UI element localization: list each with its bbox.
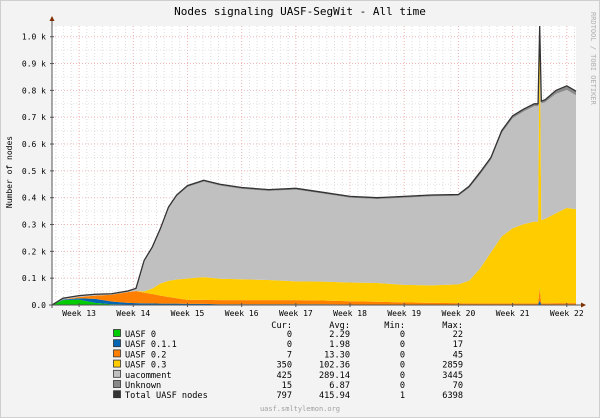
legend-min: 0 [400, 350, 405, 360]
legend-swatch [113, 369, 121, 378]
x-tick-label: Week 14 [116, 309, 150, 318]
x-tick-label: Week 19 [387, 309, 421, 318]
legend-cur: 350 [276, 361, 292, 371]
legend-min: 0 [400, 381, 405, 391]
legend-min: 1 [400, 391, 405, 401]
rrdtool-credit: RRDTOOL / TOBI OETIKER [589, 12, 597, 106]
x-tick-label: Week 18 [333, 309, 367, 318]
legend-swatch [113, 339, 121, 348]
legend-header-avg: Avg: [329, 321, 350, 331]
legend-max: 6398 [442, 391, 463, 401]
legend-max: 3445 [442, 371, 463, 381]
x-tick-label: Week 15 [171, 309, 205, 318]
y-tick-labels: 0.0 0.1 k 0.2 k 0.3 k 0.4 k 0.5 k 0.6 k 0.7 k 0.… [22, 33, 46, 310]
legend: Cur: Avg: Min: Max: UASF 0 0 2.29 0 22 UASF 0… [113, 321, 463, 401]
legend-swatch [113, 349, 121, 358]
legend-max: 2859 [442, 361, 463, 371]
y-tick-label: 0.9 k [22, 60, 46, 69]
y-tick-label: 0.7 k [22, 113, 46, 122]
area-uasf-0 [52, 299, 576, 305]
legend-avg: 2.29 [329, 330, 350, 340]
y-tick-label: 0.0 [32, 301, 47, 310]
legend-name: UASF 0.1.1 [125, 340, 177, 350]
y-tick-label: 0.4 k [22, 194, 46, 203]
area-uasf-0-2 [52, 288, 576, 305]
legend-avg: 1.98 [329, 340, 350, 350]
legend-max: 70 [453, 381, 463, 391]
legend-min: 0 [400, 340, 405, 350]
y-tick-label: 1.0 k [22, 33, 46, 42]
legend-name: UASF 0 [125, 330, 156, 340]
legend-max: 45 [453, 350, 463, 360]
legend-min: 0 [400, 371, 405, 381]
legend-cur: 425 [276, 371, 292, 381]
line-total-uasf-nodes [51, 25, 577, 306]
legend-header-cur: Cur: [271, 321, 292, 331]
x-axis-arrow [581, 302, 586, 308]
x-tick-label: Week 17 [279, 309, 313, 318]
legend-name: Unknown [125, 381, 161, 391]
legend-cur: 15 [282, 381, 292, 391]
stacked-areas [51, 25, 577, 306]
area-uacomment [52, 26, 576, 305]
x-tick-labels: Week 13 Week 14 Week 15 Week 16 Week 17 Week … [62, 309, 584, 318]
legend-name: Total UASF nodes [125, 391, 208, 401]
legend-header-min: Min: [384, 321, 405, 331]
y-axis-label: Number of nodes [5, 136, 14, 208]
x-tick-label: Week 16 [225, 309, 259, 318]
legend-cur: 0 [287, 340, 292, 350]
chart-footer: uasf.smltylemon.org [260, 405, 340, 413]
legend-max: 22 [453, 330, 463, 340]
axes [49, 16, 586, 308]
legend-name: UASF 0.3 [125, 361, 166, 371]
y-axis-arrow [49, 16, 55, 21]
y-tick-label: 0.1 k [22, 274, 46, 283]
legend-name: uacomment [125, 371, 172, 381]
legend-min: 0 [400, 361, 405, 371]
legend-min: 0 [400, 330, 405, 340]
x-tick-label: Week 13 [62, 309, 96, 318]
legend-avg: 415.94 [319, 391, 350, 401]
x-tick-label: Week 22 [550, 309, 584, 318]
x-tick-label: Week 20 [442, 309, 476, 318]
x-tick-label: Week 21 [496, 309, 530, 318]
legend-swatch [113, 359, 121, 368]
y-tick-label: 0.5 k [22, 167, 46, 176]
legend-avg: 13.30 [324, 350, 350, 360]
legend-header-max: Max: [442, 321, 463, 331]
area-uasf-0-3 [52, 26, 576, 305]
legend-max: 17 [453, 340, 463, 350]
legend-swatch [113, 329, 121, 337]
y-tick-label: 0.6 k [22, 140, 46, 149]
legend-avg: 6.87 [329, 381, 350, 391]
legend-avg: 289.14 [319, 371, 350, 381]
legend-swatch [113, 380, 121, 388]
legend-name: UASF 0.2 [125, 350, 166, 360]
legend-cur: 797 [276, 391, 292, 401]
legend-cur: 0 [287, 330, 292, 340]
chart-title: Nodes signaling UASF-SegWit - All time [174, 5, 426, 18]
legend-avg: 102.36 [319, 361, 350, 371]
y-tick-label: 0.3 k [22, 221, 46, 230]
legend-swatch [113, 390, 121, 399]
y-tick-label: 0.2 k [22, 247, 46, 256]
y-tick-label: 0.8 k [22, 86, 46, 95]
legend-cur: 7 [287, 350, 292, 360]
